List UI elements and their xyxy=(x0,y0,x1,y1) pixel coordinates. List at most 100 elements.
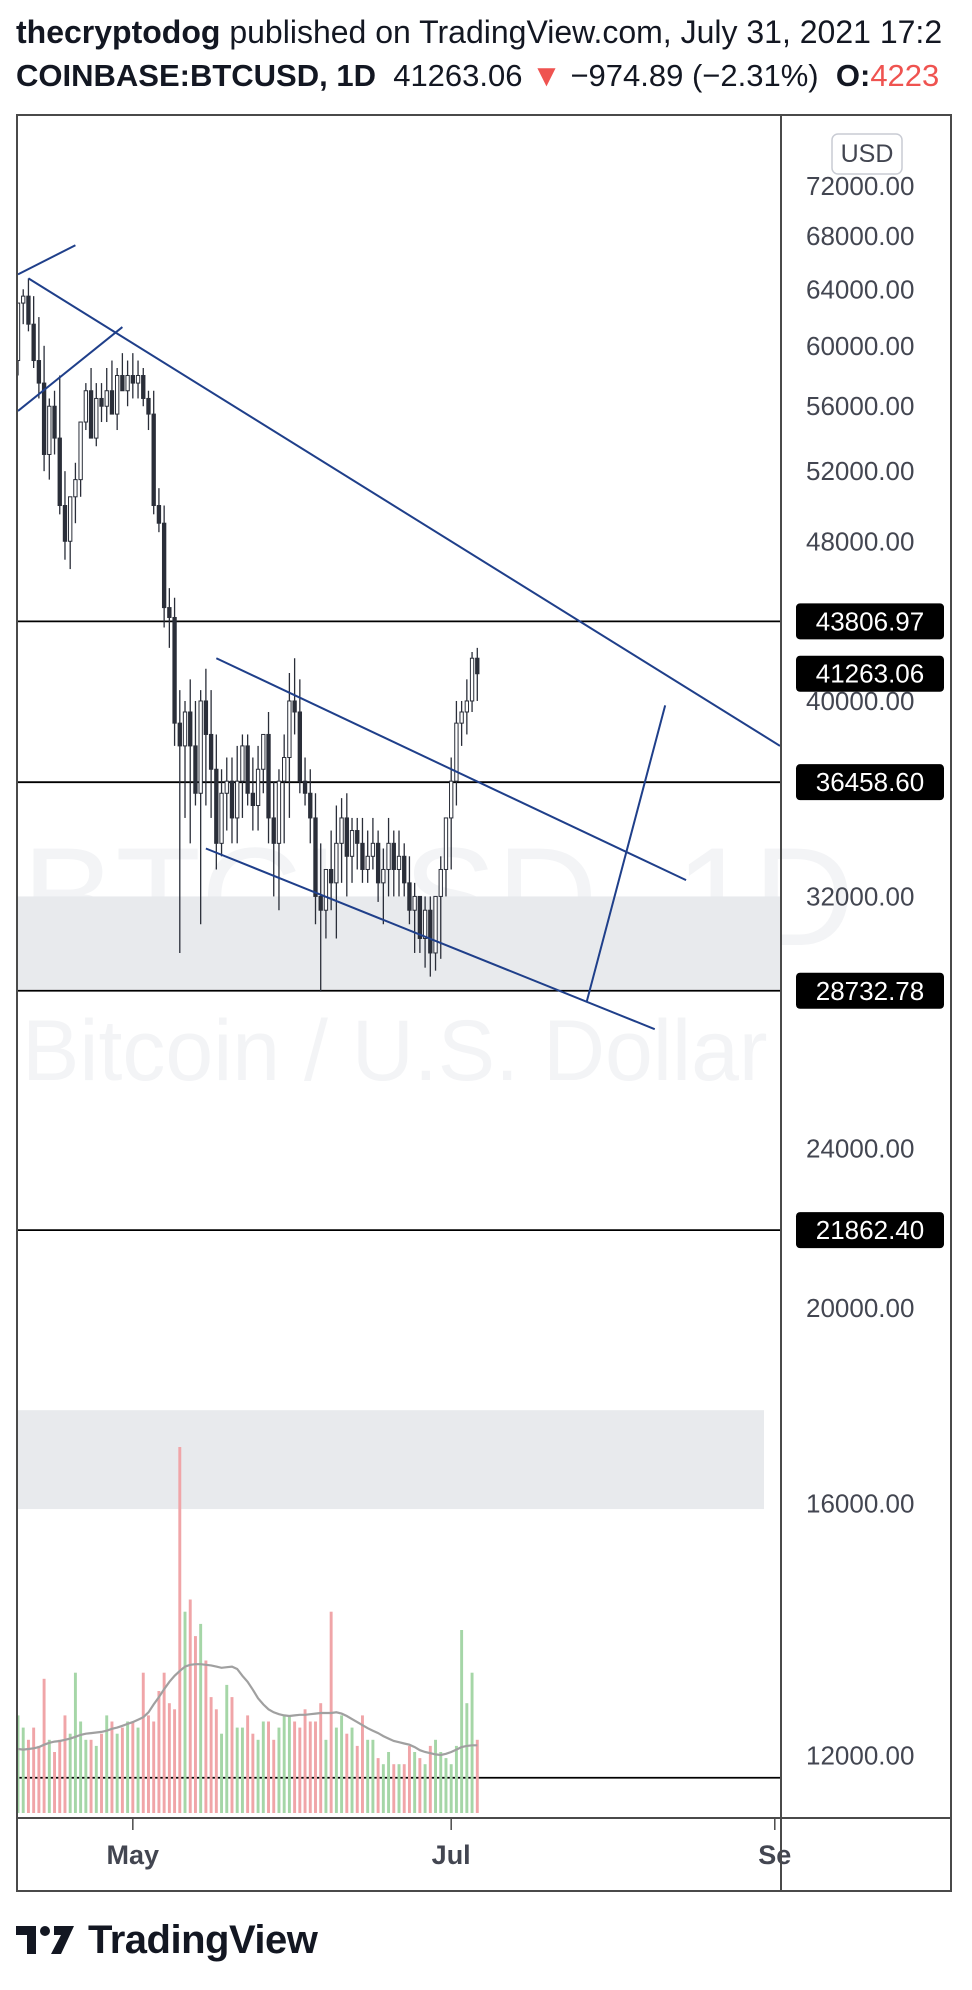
volume-bar xyxy=(47,1739,51,1813)
trendlines[interactable] xyxy=(18,244,780,1031)
candle-body xyxy=(381,868,386,884)
volume-bar xyxy=(308,1721,312,1813)
volume-bar xyxy=(361,1715,364,1813)
candle-body xyxy=(240,745,245,782)
candle-body xyxy=(287,700,292,759)
trendline xyxy=(585,705,667,1002)
candle-body xyxy=(469,657,475,702)
trendline xyxy=(18,326,124,412)
volume-bar xyxy=(105,1715,109,1813)
candle-body xyxy=(57,437,62,507)
volume-bar xyxy=(73,1672,77,1813)
candle-body xyxy=(255,768,261,807)
price-tick-label: 56000.00 xyxy=(806,391,914,421)
volume-bar xyxy=(183,1611,187,1813)
volume-bar xyxy=(376,1758,380,1813)
candle-body xyxy=(130,375,135,384)
highlight-zones xyxy=(18,896,780,1510)
volume-bar xyxy=(402,1764,406,1813)
candle-body xyxy=(449,780,454,819)
volume-bar xyxy=(63,1715,67,1813)
candle-body xyxy=(31,323,36,362)
candle-body xyxy=(26,295,31,325)
volume-bar xyxy=(449,1764,453,1813)
candle-body xyxy=(68,496,73,542)
open-label: O: xyxy=(835,58,871,93)
candlesticks xyxy=(18,278,480,992)
candle-body xyxy=(167,607,172,618)
candle-body xyxy=(250,792,256,807)
candle-body xyxy=(318,895,323,911)
candle-body xyxy=(156,505,162,524)
candle-body xyxy=(282,757,287,782)
candle-body xyxy=(464,700,470,713)
volume-bar xyxy=(460,1630,464,1813)
volume-bar xyxy=(298,1727,302,1813)
publish-line: thecryptodog published on TradingView.co… xyxy=(16,10,972,54)
candle-body xyxy=(276,780,282,844)
time-axis[interactable]: May Jul Se xyxy=(107,1818,792,1890)
candle-body xyxy=(302,780,308,794)
volume-bar xyxy=(256,1739,260,1813)
candle-body xyxy=(41,382,47,455)
candle-body xyxy=(36,360,42,384)
candle-body xyxy=(375,842,381,884)
price-tick-label: 72000.00 xyxy=(806,171,914,201)
candle-body xyxy=(94,397,99,439)
price-level-badge xyxy=(796,764,944,801)
volume-bar xyxy=(21,1727,25,1813)
trendline xyxy=(205,847,656,1031)
volume-bar xyxy=(173,1709,177,1813)
open-value: 4223 xyxy=(870,58,940,93)
candle-body xyxy=(52,405,57,439)
volume-bar xyxy=(89,1739,93,1813)
volume-bar xyxy=(334,1727,338,1813)
candle-body xyxy=(339,817,344,844)
candle-body xyxy=(422,909,428,939)
tradingview-logo[interactable]: TradingView xyxy=(16,1915,318,1965)
candle-body xyxy=(172,616,177,724)
candle-body xyxy=(261,733,266,770)
volume-bar xyxy=(204,1660,208,1813)
candle-body xyxy=(313,817,318,897)
highlight-zone xyxy=(18,896,780,991)
author-name[interactable]: thecryptodog xyxy=(16,14,221,50)
volume-bar xyxy=(157,1691,161,1813)
volume-bar xyxy=(188,1599,192,1813)
volume-bar xyxy=(136,1727,140,1813)
candle-body xyxy=(475,657,480,675)
currency-button[interactable]: USD xyxy=(831,133,903,175)
volume-bar xyxy=(115,1733,119,1813)
volume-bar xyxy=(167,1703,171,1813)
candle-body xyxy=(146,397,151,415)
candle-body xyxy=(21,295,26,304)
chart-header: thecryptodog published on TradingView.co… xyxy=(16,10,972,100)
volume-bar xyxy=(350,1727,354,1813)
volume-bar xyxy=(53,1752,56,1813)
candle-body xyxy=(208,733,214,770)
volume-bar xyxy=(413,1752,417,1813)
volume-bar xyxy=(267,1721,270,1813)
candle-body xyxy=(214,768,219,844)
candle-body xyxy=(235,780,240,819)
candle-body xyxy=(308,792,313,819)
volume-bar xyxy=(209,1697,213,1813)
volume-bar xyxy=(397,1764,401,1813)
volume-bar xyxy=(465,1703,469,1813)
candle-body xyxy=(193,745,198,794)
candle-body xyxy=(109,390,115,415)
price-tick-label: 24000.00 xyxy=(806,1133,914,1163)
candle-body xyxy=(78,421,83,481)
price-level-value: 41263.06 xyxy=(816,659,924,689)
volume-bar xyxy=(131,1721,135,1813)
symbol-name: COINBASE:BTCUSD, 1D xyxy=(16,58,376,93)
candle-body xyxy=(297,711,303,782)
chart-frame[interactable] xyxy=(16,114,952,1892)
volume-bar xyxy=(220,1733,224,1813)
volume-bar xyxy=(246,1715,250,1813)
candle-body xyxy=(73,479,78,498)
price-axis[interactable]: 72000.00 68000.00 64000.00 60000.00 56000.00… xyxy=(806,171,914,1770)
candle-body xyxy=(323,868,329,911)
candle-body xyxy=(104,390,109,407)
